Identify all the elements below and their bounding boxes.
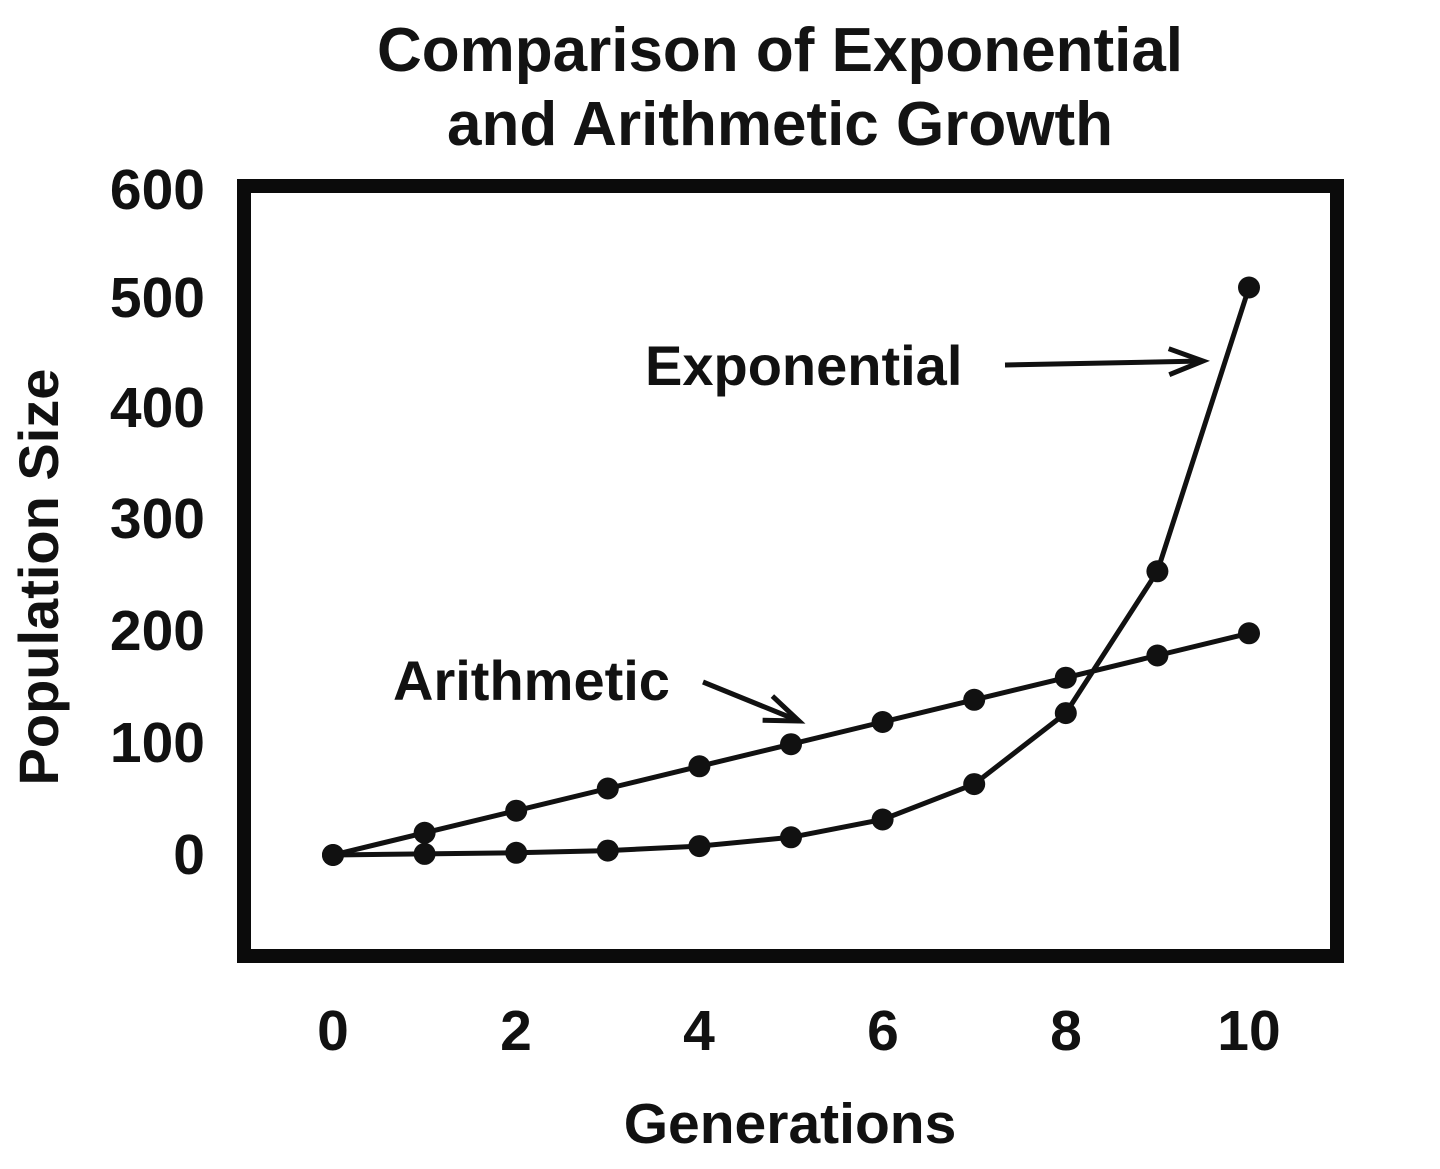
y-tick-0: 0 — [173, 823, 205, 887]
series-group — [322, 276, 1260, 866]
data-point-arithmetic — [780, 733, 802, 756]
x-tick-8: 8 — [1050, 999, 1082, 1063]
chart-title: Comparison of Exponential and Arithmetic… — [130, 14, 1430, 163]
data-point-exponential — [596, 839, 619, 862]
data-point-exponential — [1238, 276, 1260, 299]
series-label-arithmetic: Arithmetic — [393, 649, 670, 712]
data-point-exponential — [871, 808, 894, 831]
y-tick-500: 500 — [109, 266, 205, 330]
data-point-arithmetic — [963, 688, 986, 711]
plot-area — [237, 179, 1344, 963]
chart-title-line-2: and Arithmetic Growth — [447, 90, 1113, 160]
x-tick-10: 10 — [1217, 999, 1281, 1063]
y-tick-200: 200 — [109, 599, 205, 663]
data-point-exponential — [505, 841, 528, 864]
data-point-exponential — [1054, 702, 1077, 725]
data-point-exponential — [688, 835, 711, 858]
chart-title-line-1: Comparison of Exponential — [376, 16, 1184, 85]
y-tick-600: 600 — [109, 158, 205, 222]
exponential-arrow — [1004, 346, 1210, 378]
x-axis-label: Generations — [623, 1092, 957, 1156]
x-tick-4: 4 — [683, 999, 715, 1063]
y-tick-300: 300 — [109, 487, 205, 551]
data-point-exponential — [322, 844, 344, 866]
y-tick-100: 100 — [109, 711, 205, 775]
data-point-arithmetic — [1054, 666, 1077, 689]
x-tick-0: 0 — [317, 999, 349, 1063]
data-point-exponential — [413, 842, 436, 865]
data-point-exponential — [780, 826, 802, 849]
data-point-arithmetic — [596, 777, 619, 800]
data-point-arithmetic — [505, 799, 528, 822]
data-point-exponential — [1146, 560, 1169, 583]
series-label-exponential: Exponential — [645, 334, 963, 397]
arithmetic-arrow — [702, 679, 806, 724]
data-point-arithmetic — [413, 821, 436, 844]
data-point-arithmetic — [1146, 644, 1169, 667]
data-point-arithmetic — [688, 755, 711, 778]
y-tick-400: 400 — [109, 376, 205, 440]
x-tick-2: 2 — [500, 999, 532, 1063]
data-point-arithmetic — [871, 711, 894, 733]
data-point-exponential — [963, 773, 986, 796]
x-tick-6: 6 — [867, 999, 899, 1063]
data-point-arithmetic — [1238, 622, 1260, 645]
